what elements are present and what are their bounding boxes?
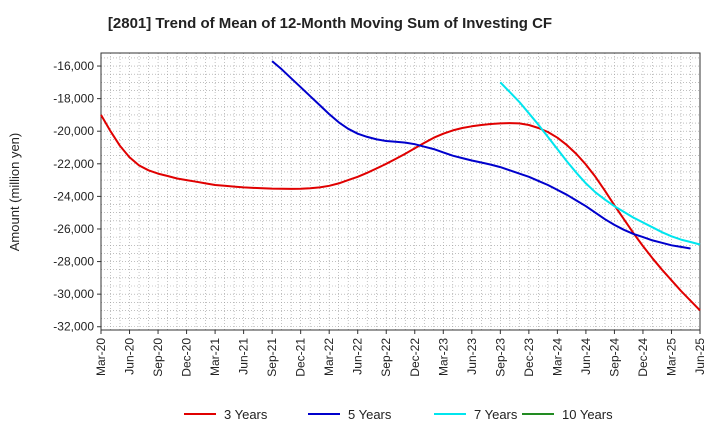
x-tick-label: Sep-21 <box>265 338 279 377</box>
y-tick-label: -28,000 <box>53 255 94 269</box>
y-axis-label: Amount (million yen) <box>7 133 22 252</box>
x-tick-labels: Mar-20 Jun-20 Sep-20 Dec-20 Mar-21 Jun-21 Sep-… <box>94 330 707 377</box>
x-tick-label: Dec-23 <box>522 338 536 377</box>
legend-label: 10 Years <box>562 407 613 422</box>
gridlines <box>100 53 701 330</box>
legend: 3 Years 5 Years 7 Years 10 Years <box>184 407 613 422</box>
x-tick-label: Mar-23 <box>436 338 450 376</box>
x-tick-label: Jun-23 <box>465 338 479 375</box>
x-tick-label: Sep-22 <box>379 338 393 377</box>
x-tick-label: Sep-20 <box>151 338 165 377</box>
x-tick-label: Jun-21 <box>237 338 251 375</box>
x-tick-label: Dec-22 <box>408 338 422 377</box>
x-tick-label: Dec-21 <box>294 338 308 377</box>
y-tick-label: -18,000 <box>53 92 94 106</box>
y-tick-label: -24,000 <box>53 189 94 203</box>
x-tick-label: Jun-24 <box>579 338 593 375</box>
series-line-3-years <box>100 114 701 312</box>
legend-label: 3 Years <box>224 407 268 422</box>
x-tick-label: Jun-20 <box>123 338 137 375</box>
series-line-5-years <box>271 60 691 250</box>
x-tick-label: Mar-20 <box>94 338 108 376</box>
y-tick-label: -22,000 <box>53 157 94 171</box>
x-tick-label: Dec-24 <box>636 338 650 377</box>
x-tick-label: Jun-25 <box>693 338 707 375</box>
x-tick-label: Sep-23 <box>493 338 507 377</box>
x-tick-label: Jun-22 <box>351 338 365 375</box>
series-line-7-years <box>499 81 701 246</box>
y-tick-label: -32,000 <box>53 320 94 334</box>
y-tick-label: -26,000 <box>53 222 94 236</box>
legend-label: 5 Years <box>348 407 392 422</box>
x-tick-label: Sep-24 <box>607 338 621 377</box>
x-tick-label: Dec-20 <box>180 338 194 377</box>
x-tick-label: Mar-24 <box>550 338 564 376</box>
x-tick-label: Mar-21 <box>208 338 222 376</box>
x-tick-label: Mar-22 <box>322 338 336 376</box>
x-tick-label: Mar-25 <box>664 338 678 376</box>
y-tick-label: -20,000 <box>53 124 94 138</box>
chart-title: [2801] Trend of Mean of 12-Month Moving … <box>108 15 552 32</box>
y-tick-label: -16,000 <box>53 59 94 73</box>
y-tick-labels: -16,000 -18,000 -20,000 -22,000 -24,000 -26,0… <box>53 59 101 334</box>
axes <box>100 52 701 331</box>
legend-label: 7 Years <box>474 407 518 422</box>
series-lines <box>100 60 701 312</box>
plot-frame <box>100 52 701 331</box>
y-tick-label: -30,000 <box>53 287 94 301</box>
